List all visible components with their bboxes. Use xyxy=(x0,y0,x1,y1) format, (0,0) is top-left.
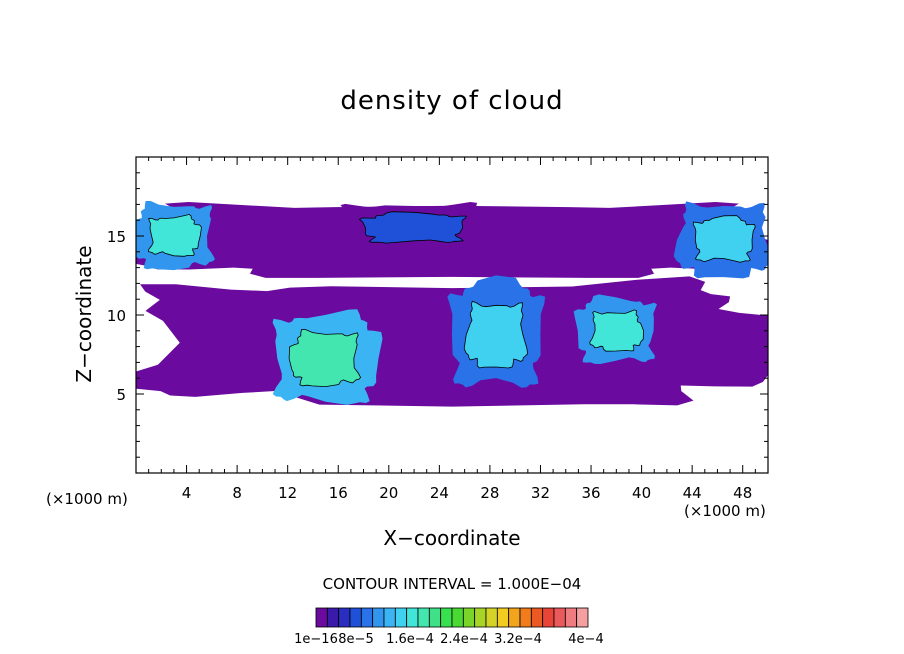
colorbar-swatch xyxy=(383,607,396,628)
colorbar-swatch xyxy=(542,607,555,628)
contour-field xyxy=(136,201,768,407)
colorbar-swatch xyxy=(451,607,464,628)
colorbar-swatch xyxy=(519,607,532,628)
x-tick-label: 8 xyxy=(232,484,242,502)
colorbar-swatch xyxy=(349,607,362,628)
colorbar-swatch xyxy=(462,607,476,628)
x-tick-label: 24 xyxy=(430,484,449,502)
colorbar-swatch xyxy=(564,607,578,628)
cloud-region-core xyxy=(288,329,362,388)
colorbar-swatch xyxy=(417,607,430,628)
contour-interval-label: CONTOUR INTERVAL = 1.000E−04 xyxy=(322,575,582,593)
colorbar-swatch xyxy=(485,607,498,628)
y-tick-label: 15 xyxy=(107,228,126,246)
x-axis-label: X−coordinate xyxy=(383,526,521,550)
colorbar-swatch xyxy=(406,607,419,628)
cloud-region-core xyxy=(147,213,202,257)
colorbar-label: 1.6e−4 xyxy=(386,632,434,647)
x-tick-label: 28 xyxy=(480,484,499,502)
colorbar: 1e−16 8e−5 1.6e−4 2.4e−4 3.2e−4 4e−4 xyxy=(294,607,604,647)
colorbar-swatch xyxy=(360,607,374,628)
x-tick-label: 36 xyxy=(581,484,600,502)
cloud-region-core xyxy=(692,215,756,263)
x-tick-label: 32 xyxy=(531,484,550,502)
colorbar-swatch xyxy=(530,607,544,628)
colorbar-swatch xyxy=(474,607,487,628)
colorbar-swatch xyxy=(428,607,442,628)
colorbar-label: 2.4e−4 xyxy=(440,632,488,647)
colorbar-swatch xyxy=(508,607,521,628)
cloud-region-core xyxy=(358,211,467,244)
cloud-region-core xyxy=(463,300,529,369)
colorbar-label: 1e−16 xyxy=(294,632,338,647)
colorbar-label: 3.2e−4 xyxy=(494,632,542,647)
x-tick-label: 48 xyxy=(733,484,752,502)
colorbar-label: 8e−5 xyxy=(338,632,373,647)
colorbar-label: 4e−4 xyxy=(568,632,603,647)
x-unit-note-right: (×1000 m) xyxy=(684,502,766,520)
colorbar-swatch xyxy=(553,607,566,628)
cloud-region-core xyxy=(589,309,645,352)
x-tick-label: 20 xyxy=(379,484,398,502)
colorbar-swatch xyxy=(576,607,589,628)
x-tick-label: 40 xyxy=(632,484,651,502)
colorbar-swatch xyxy=(315,607,328,628)
x-tick-label: 16 xyxy=(329,484,348,502)
x-tick-label: 12 xyxy=(278,484,297,502)
chart-title: density of cloud xyxy=(340,86,564,116)
y-tick-label: 5 xyxy=(116,386,126,404)
colorbar-swatch xyxy=(372,607,385,628)
colorbar-swatch xyxy=(394,607,408,628)
y-axis-label: Z−coordinate xyxy=(72,245,96,383)
colorbar-swatch xyxy=(326,607,340,628)
x-unit-note-left: (×1000 m) xyxy=(46,490,128,508)
x-tick-label: 4 xyxy=(182,484,192,502)
colorbar-swatch xyxy=(338,607,351,628)
x-tick-label: 44 xyxy=(683,484,702,502)
y-tick-label: 10 xyxy=(107,307,126,325)
colorbar-swatch xyxy=(496,607,510,628)
colorbar-swatch xyxy=(440,607,453,628)
